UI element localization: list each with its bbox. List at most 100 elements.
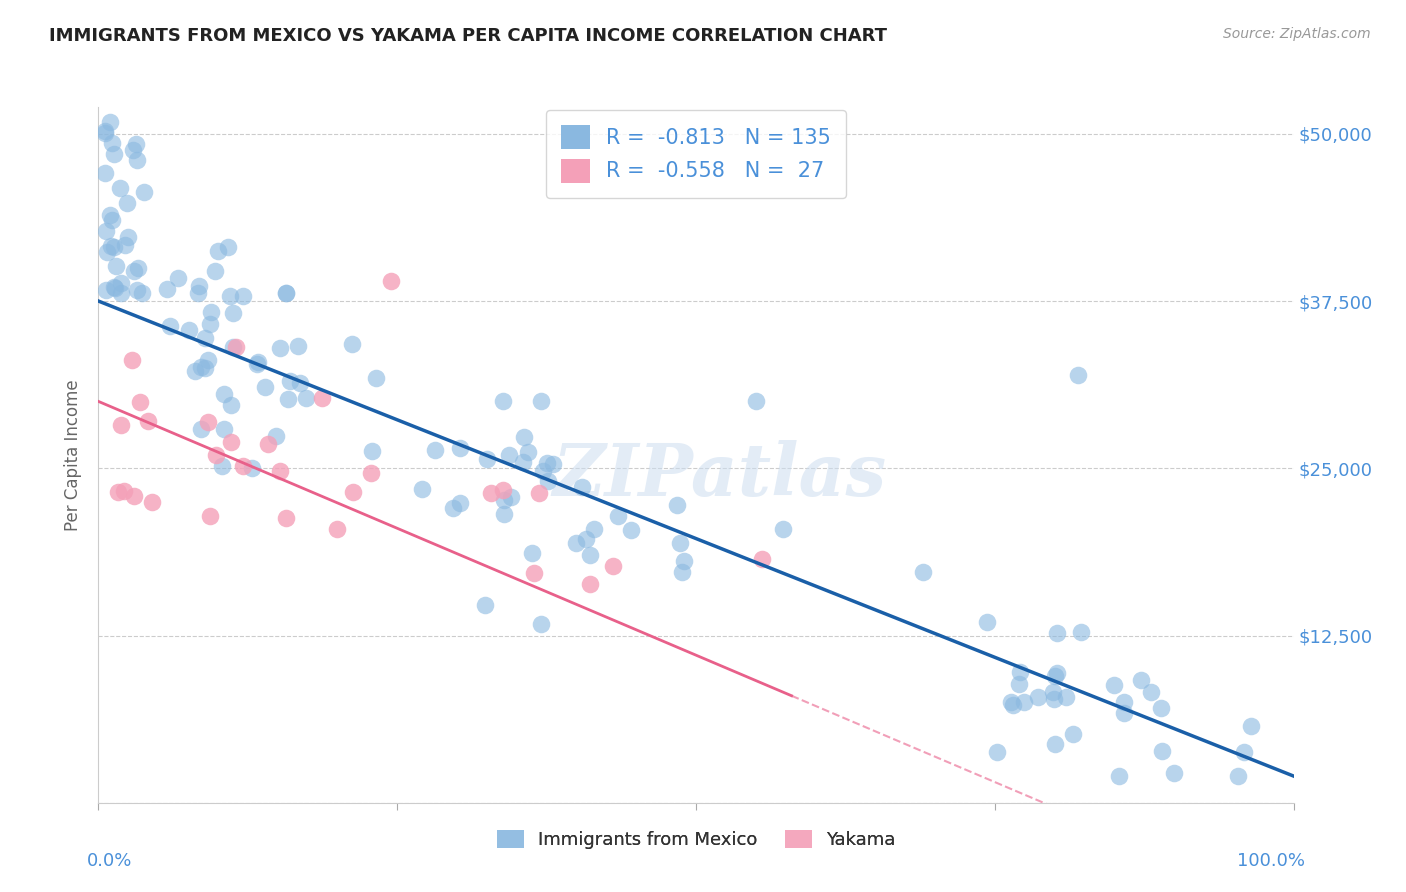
Immigrants from Mexico (103, 279, 125, 293)
Immigrants from Mexico (132, 185, 155, 199)
Immigrants from Mexico (911, 565, 934, 579)
Immigrants from Mexico (217, 240, 239, 254)
Immigrants from Mexico (288, 376, 311, 390)
Immigrants from Mexico (278, 375, 301, 389)
Immigrants from Mexico (501, 490, 523, 504)
Immigrants from Mexico (190, 422, 212, 436)
Immigrants from Mexico (98, 208, 121, 222)
Text: 0.0%: 0.0% (87, 852, 132, 870)
Yakama (225, 340, 247, 354)
Immigrants from Mexico (127, 261, 149, 276)
Immigrants from Mexico (156, 282, 179, 296)
Immigrants from Mexico (187, 285, 209, 300)
Yakama (129, 394, 152, 409)
Immigrants from Mexico (1008, 665, 1031, 679)
Immigrants from Mexico (276, 286, 298, 301)
Legend: Immigrants from Mexico, Yakama: Immigrants from Mexico, Yakama (489, 822, 903, 856)
Immigrants from Mexico (1043, 669, 1066, 683)
Immigrants from Mexico (115, 196, 138, 211)
Immigrants from Mexico (745, 394, 768, 409)
Yakama (602, 559, 624, 574)
Immigrants from Mexico (498, 448, 520, 462)
Immigrants from Mexico (190, 359, 212, 374)
Immigrants from Mexico (475, 452, 498, 467)
Immigrants from Mexico (423, 443, 446, 458)
Immigrants from Mexico (671, 565, 693, 579)
Immigrants from Mexico (361, 444, 384, 458)
Yakama (481, 485, 503, 500)
Y-axis label: Per Capita Income: Per Capita Income (65, 379, 83, 531)
Yakama (197, 416, 219, 430)
Immigrants from Mexico (673, 553, 696, 567)
Immigrants from Mexico (184, 364, 207, 378)
Immigrants from Mexico (167, 271, 190, 285)
Text: ZIPatlas: ZIPatlas (553, 441, 887, 511)
Immigrants from Mexico (159, 319, 181, 334)
Immigrants from Mexico (1226, 769, 1249, 783)
Immigrants from Mexico (1112, 694, 1135, 708)
Immigrants from Mexico (441, 500, 464, 515)
Immigrants from Mexico (1140, 685, 1163, 699)
Immigrants from Mexico (211, 458, 233, 473)
Immigrants from Mexico (1240, 719, 1263, 733)
Yakama (311, 391, 333, 405)
Immigrants from Mexico (772, 523, 794, 537)
Yakama (380, 274, 402, 288)
Immigrants from Mexico (1046, 665, 1069, 680)
Immigrants from Mexico (494, 507, 516, 521)
Yakama (342, 485, 364, 500)
Immigrants from Mexico (582, 522, 605, 536)
Immigrants from Mexico (565, 536, 588, 550)
Immigrants from Mexico (1067, 368, 1090, 382)
Immigrants from Mexico (536, 456, 558, 470)
Immigrants from Mexico (269, 341, 291, 355)
Immigrants from Mexico (197, 353, 219, 368)
Immigrants from Mexico (1046, 626, 1069, 640)
Immigrants from Mexico (492, 492, 515, 507)
Immigrants from Mexico (277, 392, 299, 406)
Immigrants from Mexico (204, 264, 226, 278)
Immigrants from Mexico (1112, 706, 1135, 720)
Immigrants from Mexico (1150, 701, 1173, 715)
Immigrants from Mexico (200, 305, 222, 319)
Immigrants from Mexico (221, 306, 243, 320)
Yakama (523, 566, 546, 580)
Immigrants from Mexico (575, 533, 598, 547)
Immigrants from Mexico (219, 398, 242, 412)
Immigrants from Mexico (100, 239, 122, 253)
Immigrants from Mexico (240, 461, 263, 475)
Yakama (751, 551, 773, 566)
Immigrants from Mexico (125, 136, 148, 151)
Immigrants from Mexico (1054, 690, 1077, 704)
Immigrants from Mexico (411, 483, 433, 497)
Yakama (121, 352, 143, 367)
Immigrants from Mexico (198, 318, 221, 332)
Immigrants from Mexico (295, 392, 318, 406)
Immigrants from Mexico (1000, 695, 1022, 709)
Yakama (112, 484, 135, 499)
Immigrants from Mexico (245, 357, 267, 371)
Immigrants from Mexico (530, 394, 553, 409)
Immigrants from Mexico (121, 143, 143, 157)
Immigrants from Mexico (110, 277, 132, 291)
Yakama (200, 508, 222, 523)
Immigrants from Mexico (530, 617, 553, 632)
Immigrants from Mexico (108, 181, 131, 195)
Immigrants from Mexico (1163, 765, 1185, 780)
Immigrants from Mexico (94, 283, 117, 297)
Immigrants from Mexico (976, 615, 998, 629)
Yakama (219, 434, 242, 449)
Immigrants from Mexico (513, 430, 536, 444)
Yakama (107, 484, 129, 499)
Immigrants from Mexico (1233, 745, 1256, 759)
Immigrants from Mexico (340, 336, 363, 351)
Immigrants from Mexico (103, 146, 125, 161)
Immigrants from Mexico (117, 229, 139, 244)
Immigrants from Mexico (207, 244, 229, 259)
Immigrants from Mexico (188, 278, 211, 293)
Immigrants from Mexico (517, 444, 540, 458)
Immigrants from Mexico (131, 285, 153, 300)
Immigrants from Mexico (103, 240, 125, 254)
Immigrants from Mexico (104, 281, 127, 295)
Text: Source: ZipAtlas.com: Source: ZipAtlas.com (1223, 27, 1371, 41)
